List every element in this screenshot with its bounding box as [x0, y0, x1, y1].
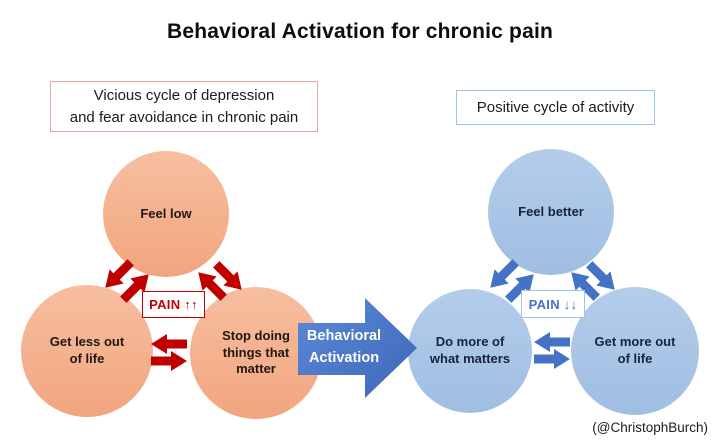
pain-decrease-badge: PAIN ↓↓ — [521, 290, 585, 318]
pain-increase-badge: PAIN ↑↑ — [142, 291, 205, 318]
node-feel-better: Feel better — [488, 149, 614, 275]
vicious-caption-line1: Vicious cycle of depression — [93, 86, 275, 104]
node-do-more-label: Do more of what matters — [429, 334, 511, 366]
positive-cycle-caption: Positive cycle of activity — [456, 90, 655, 125]
vicious-caption-line2: and fear avoidance in chronic pain — [69, 108, 299, 126]
node-feel-low-label: Feel low — [140, 205, 192, 221]
page-title: Behavioral Activation for chronic pain — [166, 20, 554, 43]
behavioral-activation-arrow: Behavioral Activation — [298, 298, 417, 398]
behavioral-activation-label: Behavioral Activation — [300, 298, 388, 398]
behavioral-activation-line2: Activation — [308, 350, 380, 366]
right-arrow-icon — [298, 298, 417, 398]
node-feel-low: Feel low — [103, 151, 229, 277]
node-get-less-label: Get less out of life — [49, 334, 125, 366]
node-get-more-label: Get more out of life — [594, 334, 676, 366]
attribution-credit: (@ChristophBurch) — [592, 420, 708, 435]
node-get-more-out-of-life: Get more out of life — [571, 287, 699, 415]
node-do-more-what-matters: Do more of what matters — [408, 289, 532, 413]
behavioral-activation-line1: Behavioral — [306, 328, 382, 345]
double-arrow-icon — [151, 334, 187, 371]
double-arrow-icon — [534, 332, 570, 369]
vicious-cycle-caption: Vicious cycle of depression and fear avo… — [50, 81, 318, 132]
node-get-less-out-of-life: Get less out of life — [21, 285, 153, 417]
node-feel-better-label: Feel better — [518, 203, 584, 219]
positive-caption-text: Positive cycle of activity — [476, 98, 635, 116]
node-stop-doing-label: Stop doing things that matter — [222, 327, 290, 377]
